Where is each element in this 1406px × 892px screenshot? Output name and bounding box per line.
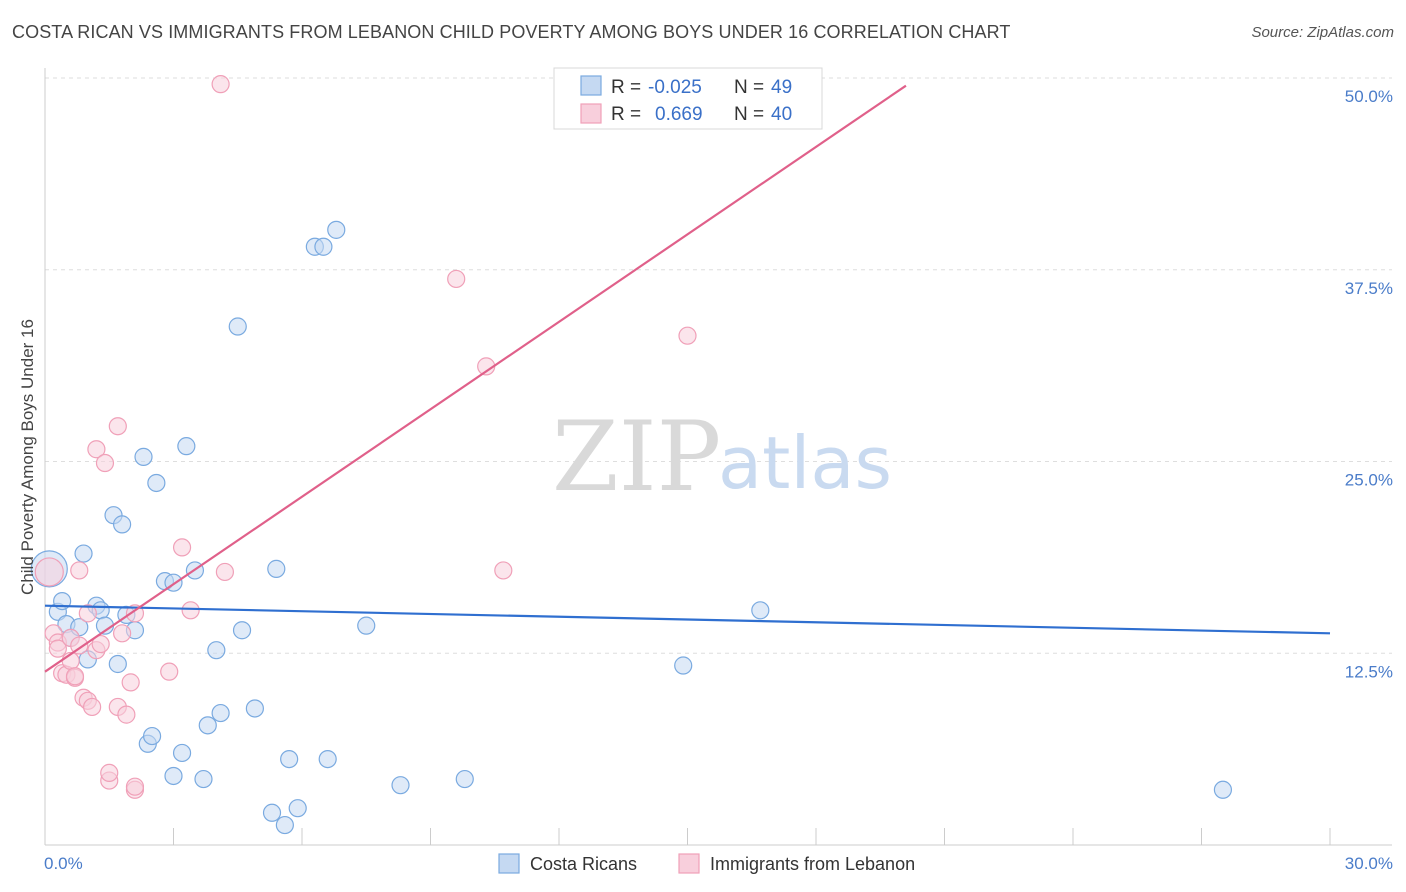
lebanon-point xyxy=(87,440,106,459)
x-tick-label-max: 30.0% xyxy=(1345,854,1393,873)
costa-rican-point xyxy=(177,437,196,456)
costa-rican-point xyxy=(267,559,286,578)
costa-rican-point xyxy=(108,654,127,674)
costa-rican-point xyxy=(112,515,132,534)
lebanon-point xyxy=(34,557,64,587)
y-tick-labels: 12.5% 25.0% 37.5% 50.0% xyxy=(1345,87,1393,681)
legend-r-value-2: 0.669 xyxy=(655,104,703,125)
y-tick-label: 37.5% xyxy=(1345,279,1393,298)
lebanon-point xyxy=(160,662,179,681)
lebanon-point xyxy=(678,326,697,345)
legend-swatch-blue xyxy=(580,75,602,96)
costa-rican-point xyxy=(455,769,474,789)
lebanon-point xyxy=(83,697,102,717)
watermark: ZIP atlas xyxy=(552,401,892,513)
source-credit: Source: ZipAtlas.com xyxy=(1251,24,1394,41)
legend-n-value-2: 40 xyxy=(771,104,792,125)
costa-rican-trend-line xyxy=(44,604,1331,635)
legend-swatch-pink xyxy=(580,103,602,124)
costa-rican-point xyxy=(262,803,282,822)
lebanon-point xyxy=(125,604,145,623)
costa-rican-point xyxy=(288,799,307,818)
watermark-atlas: atlas xyxy=(718,421,892,505)
correlation-legend: R = -0.025 N = 49 R = 0.669 N = 40 xyxy=(553,67,823,130)
costa-rican-point xyxy=(211,703,230,723)
lebanon-point xyxy=(211,75,230,94)
lebanon-point xyxy=(181,601,200,620)
costa-rican-point xyxy=(318,749,337,769)
costa-rican-point xyxy=(1213,780,1233,799)
series-legend-label-pink: Immigrants from Lebanon xyxy=(710,854,915,874)
costa-rican-point xyxy=(228,317,247,336)
lebanon-point xyxy=(78,604,97,623)
costa-rican-point xyxy=(391,776,410,795)
lebanon-trend-line xyxy=(44,84,907,673)
y-tick-label: 25.0% xyxy=(1345,471,1393,490)
lebanon-point xyxy=(91,634,110,654)
y-axis-label: Child Poverty Among Boys Under 16 xyxy=(18,319,37,595)
legend-n-label-2: N = xyxy=(734,104,764,125)
legend-r-label-1: R = xyxy=(611,77,641,98)
lebanon-point xyxy=(494,561,513,580)
series-costa-ricans xyxy=(30,68,1233,835)
lebanon-point xyxy=(70,636,89,655)
y-tick-label: 50.0% xyxy=(1345,87,1393,106)
costa-rican-point xyxy=(245,699,264,718)
axes xyxy=(44,68,1392,846)
x-tick-label-min: 0.0% xyxy=(44,854,83,873)
lebanon-point xyxy=(95,453,115,473)
costa-rican-point xyxy=(142,726,162,746)
lebanon-point xyxy=(48,639,67,658)
watermark-zip: ZIP xyxy=(552,401,721,513)
series-legend-swatch-blue xyxy=(498,853,520,874)
costa-rican-point xyxy=(147,473,166,493)
lebanon-point xyxy=(447,269,466,289)
costa-rican-point xyxy=(280,749,299,769)
costa-rican-point xyxy=(357,616,376,635)
grid-lines xyxy=(45,77,1392,654)
chart-title: COSTA RICAN VS IMMIGRANTS FROM LEBANON C… xyxy=(12,22,1011,42)
costa-rican-point xyxy=(275,815,294,835)
series-immigrants-lebanon xyxy=(34,75,697,799)
lebanon-point xyxy=(215,562,234,582)
costa-rican-point xyxy=(314,237,333,256)
costa-rican-point xyxy=(164,766,183,786)
costa-rican-point xyxy=(674,656,693,675)
legend-r-value-1: -0.025 xyxy=(648,77,702,98)
series-legend: Costa Ricans Immigrants from Lebanon xyxy=(498,853,915,874)
costa-rican-point xyxy=(751,601,770,620)
trend-lines xyxy=(44,84,1331,673)
lebanon-point xyxy=(125,777,145,796)
costa-rican-point xyxy=(232,621,252,640)
lebanon-point xyxy=(70,561,89,580)
costa-rican-point xyxy=(207,641,226,660)
costa-rican-point xyxy=(74,544,93,563)
legend-n-label-1: N = xyxy=(734,77,764,98)
lebanon-point xyxy=(112,624,132,643)
lebanon-point xyxy=(172,538,192,557)
series-legend-label-blue: Costa Ricans xyxy=(530,854,637,874)
lebanon-point xyxy=(100,763,119,783)
costa-rican-point xyxy=(198,716,217,735)
lebanon-point xyxy=(65,667,85,686)
legend-n-value-1: 49 xyxy=(771,77,792,98)
costa-rican-point xyxy=(172,743,192,763)
legend-r-label-2: R = xyxy=(611,104,641,125)
costa-rican-point xyxy=(194,769,213,789)
costa-rican-point xyxy=(134,447,153,466)
series-legend-swatch-pink xyxy=(678,853,700,874)
y-tick-label: 12.5% xyxy=(1345,662,1393,681)
lebanon-point xyxy=(117,705,136,724)
costa-rican-point xyxy=(327,220,346,239)
lebanon-point xyxy=(121,673,140,692)
x-ticks xyxy=(173,828,1331,845)
lebanon-point xyxy=(108,417,127,436)
